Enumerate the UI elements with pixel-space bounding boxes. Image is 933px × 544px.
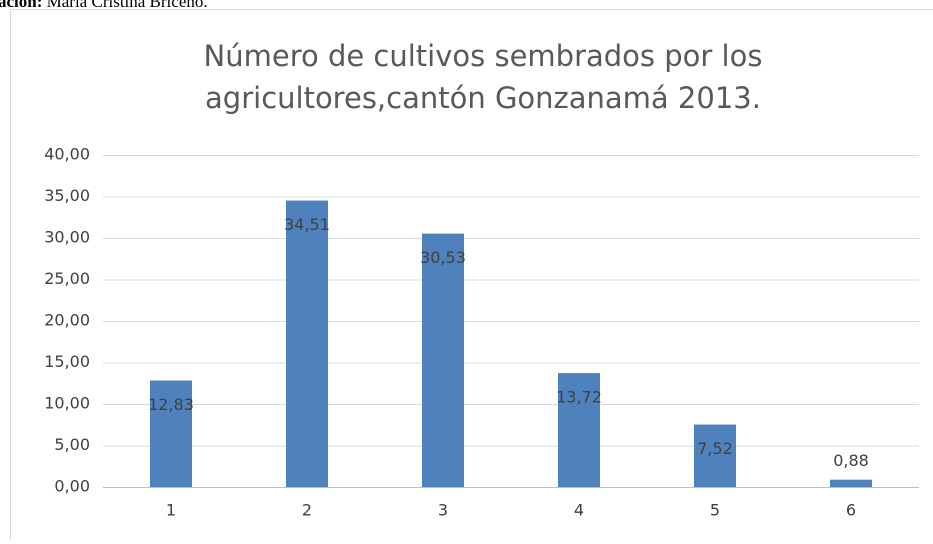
x-tick-label: 1 [166,501,176,520]
data-label: 34,51 [284,215,330,234]
data-label: 30,53 [420,248,466,267]
data-label: 13,72 [556,388,602,407]
x-tick-label: 4 [574,501,584,520]
y-tick-label: 20,00 [44,311,90,330]
y-tick-label: 0,00 [54,477,90,496]
y-tick-label: 35,00 [44,186,90,205]
x-tick-label: 3 [438,501,448,520]
chart-title: Número de cultivos sembrados por los [204,39,763,73]
chart-title: agricultores,cantón Gonzanamá 2013. [205,81,761,115]
y-tick-label: 30,00 [44,228,90,247]
data-label: 12,83 [148,395,194,414]
x-tick-label: 5 [710,501,720,520]
y-tick-label: 40,00 [44,145,90,164]
y-tick-label: 15,00 [44,352,90,371]
x-tick-label: 2 [302,501,312,520]
bar [286,201,328,487]
bar [422,234,464,487]
data-label: 0,88 [833,451,869,470]
data-label: 7,52 [697,439,733,458]
y-tick-label: 5,00 [54,435,90,454]
y-tick-label: 10,00 [44,394,90,413]
bar [830,480,872,487]
x-tick-label: 6 [846,501,856,520]
y-tick-label: 25,00 [44,269,90,288]
